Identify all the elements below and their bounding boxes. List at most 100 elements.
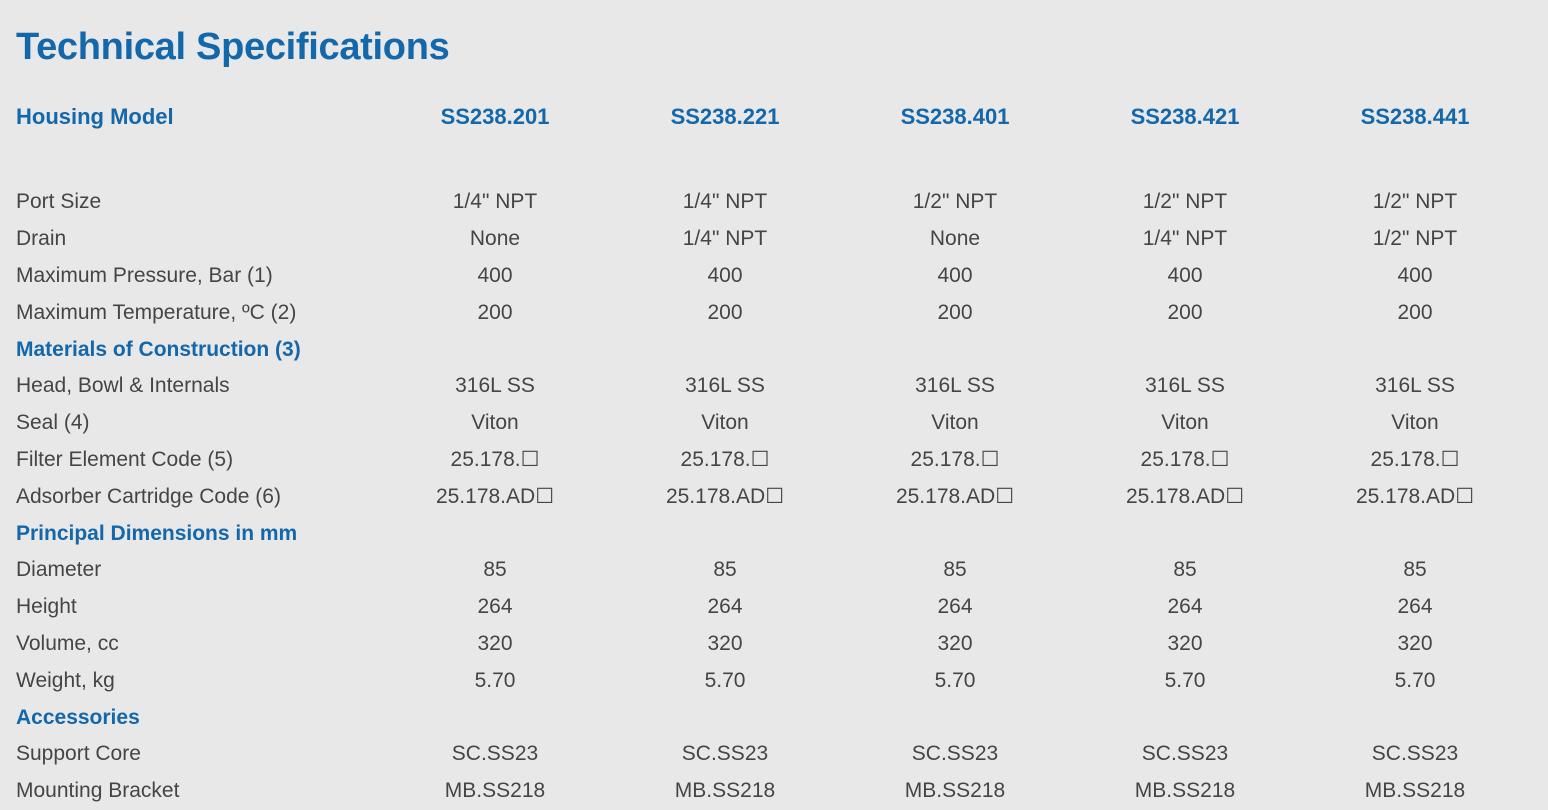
section-heading: Accessories <box>16 705 140 729</box>
table-cell: 1/4" NPT <box>1142 227 1228 251</box>
table-cell: MB.SS218 <box>674 779 776 803</box>
table-cell: 5.70 <box>934 668 976 692</box>
table-cell: MB.SS218 <box>904 779 1006 803</box>
table-cell: 1/4" NPT <box>682 190 768 214</box>
table-cell: Viton <box>701 411 749 435</box>
table-row: Support Core SC.SS23 SC.SS23 SC.SS23 SC.SS23… <box>16 736 1530 773</box>
row-label: Height <box>16 595 77 619</box>
section-heading-row: Materials of Construction (3) <box>16 331 1530 368</box>
section-heading-row: Accessories <box>16 699 1530 736</box>
table-row: Maximum Temperature, ºC (2) 200 200 200 200 2… <box>16 294 1530 331</box>
table-cell: 320 <box>477 631 513 655</box>
table-cell: 316L SS <box>1145 374 1225 398</box>
row-label: Drain <box>16 227 67 251</box>
table-row: Volume, cc 320 320 320 320 320 <box>16 626 1530 663</box>
model-header: SS238.221 <box>670 104 780 129</box>
row-label: Diameter <box>16 558 102 582</box>
table-cell: 264 <box>1167 595 1203 619</box>
table-cell: 264 <box>477 595 513 619</box>
table-cell: 1/2" NPT <box>912 190 998 214</box>
table-row: Maximum Pressure, Bar (1) 400 400 400 400 400 <box>16 258 1530 295</box>
model-header: SS238.201 <box>440 104 550 129</box>
table-cell: 5.70 <box>474 668 516 692</box>
row-label: Seal (4) <box>16 411 90 435</box>
table-cell: 320 <box>1397 631 1433 655</box>
table-cell: Viton <box>931 411 979 435</box>
table-cell: 25.178.AD☐ <box>1125 485 1245 509</box>
table-cell: 400 <box>937 263 973 287</box>
table-cell: Viton <box>1391 411 1439 435</box>
table-row: Seal (4) Viton Viton Viton Viton Viton <box>16 405 1530 442</box>
table-cell: 5.70 <box>1394 668 1436 692</box>
row-label: Mounting Bracket <box>16 779 180 803</box>
table-cell: 316L SS <box>1375 374 1455 398</box>
table-cell: 320 <box>1167 631 1203 655</box>
table-row: Head, Bowl & Internals 316L SS 316L SS 316L… <box>16 368 1530 405</box>
row-label: Volume, cc <box>16 631 119 655</box>
table-cell: MB.SS218 <box>444 779 546 803</box>
section-heading: Principal Dimensions in mm <box>16 521 298 545</box>
table-cell: SC.SS23 <box>681 742 769 766</box>
table-row: Diameter 85 85 85 85 85 <box>16 552 1530 589</box>
table-cell: 85 <box>1173 558 1197 582</box>
table-cell: 85 <box>1403 558 1427 582</box>
table-cell: 25.178.AD☐ <box>1355 485 1475 509</box>
table-cell: 5.70 <box>1164 668 1206 692</box>
table-cell: Viton <box>471 411 519 435</box>
table-cell: 316L SS <box>685 374 765 398</box>
row-label: Port Size <box>16 190 102 214</box>
table-cell: 1/2" NPT <box>1372 190 1458 214</box>
table-cell: 5.70 <box>704 668 746 692</box>
table-cell: 25.178.☐ <box>450 448 540 472</box>
table-cell: 200 <box>1167 300 1203 324</box>
table-cell: 320 <box>937 631 973 655</box>
table-cell: 316L SS <box>455 374 535 398</box>
table-cell: 200 <box>477 300 513 324</box>
model-header: SS238.441 <box>1360 104 1470 129</box>
model-header: SS238.421 <box>1130 104 1240 129</box>
table-cell: SC.SS23 <box>451 742 539 766</box>
table-cell: 400 <box>1397 263 1433 287</box>
section-heading: Materials of Construction (3) <box>16 337 301 361</box>
row-label: Support Core <box>16 742 141 766</box>
row-label: Head, Bowl & Internals <box>16 374 230 398</box>
table-cell: 400 <box>707 263 743 287</box>
table-cell: 25.178.AD☐ <box>665 485 785 509</box>
table-cell: 320 <box>707 631 743 655</box>
table-cell: 200 <box>1397 300 1433 324</box>
table-cell: SC.SS23 <box>1141 742 1229 766</box>
table-cell: 200 <box>937 300 973 324</box>
model-header: SS238.401 <box>900 104 1010 129</box>
table-cell: 25.178.AD☐ <box>435 485 555 509</box>
table-cell: 25.178.☐ <box>680 448 770 472</box>
table-cell: 85 <box>483 558 507 582</box>
table-row: Mounting Bracket MB.SS218 MB.SS218 MB.SS218… <box>16 773 1530 810</box>
table-row: Port Size 1/4" NPT 1/4" NPT 1/2" NPT 1/2" NP… <box>16 184 1530 221</box>
table-cell: 1/2" NPT <box>1142 190 1228 214</box>
table-cell: 25.178.☐ <box>910 448 1000 472</box>
table-row: Filter Element Code (5) 25.178.☐ 25.178.☐ 2… <box>16 442 1530 479</box>
table-cell: 85 <box>713 558 737 582</box>
table-cell: SC.SS23 <box>911 742 999 766</box>
row-label: Filter Element Code (5) <box>16 447 234 471</box>
table-cell: 264 <box>707 595 743 619</box>
table-cell: 85 <box>943 558 967 582</box>
table-cell: 264 <box>1397 595 1433 619</box>
table-cell: None <box>469 227 521 251</box>
row-label: Adsorber Cartridge Code (6) <box>16 484 281 508</box>
table-cell: 400 <box>477 263 513 287</box>
table-row: Weight, kg 5.70 5.70 5.70 5.70 5.70 <box>16 662 1530 699</box>
table-cell: SC.SS23 <box>1371 742 1459 766</box>
table-cell: 1/2" NPT <box>1372 227 1458 251</box>
table-cell: 264 <box>937 595 973 619</box>
table-header-row: Housing Model SS238.201 SS238.221 SS238.… <box>16 100 1530 184</box>
table-cell: 25.178.☐ <box>1140 448 1230 472</box>
table-cell: 25.178.AD☐ <box>895 485 1015 509</box>
table-cell: MB.SS218 <box>1134 779 1236 803</box>
table-cell: 25.178.☐ <box>1370 448 1460 472</box>
table-cell: None <box>929 227 981 251</box>
section-heading-row: Principal Dimensions in mm <box>16 515 1530 552</box>
row-label: Weight, kg <box>16 668 115 692</box>
table-cell: 316L SS <box>915 374 995 398</box>
